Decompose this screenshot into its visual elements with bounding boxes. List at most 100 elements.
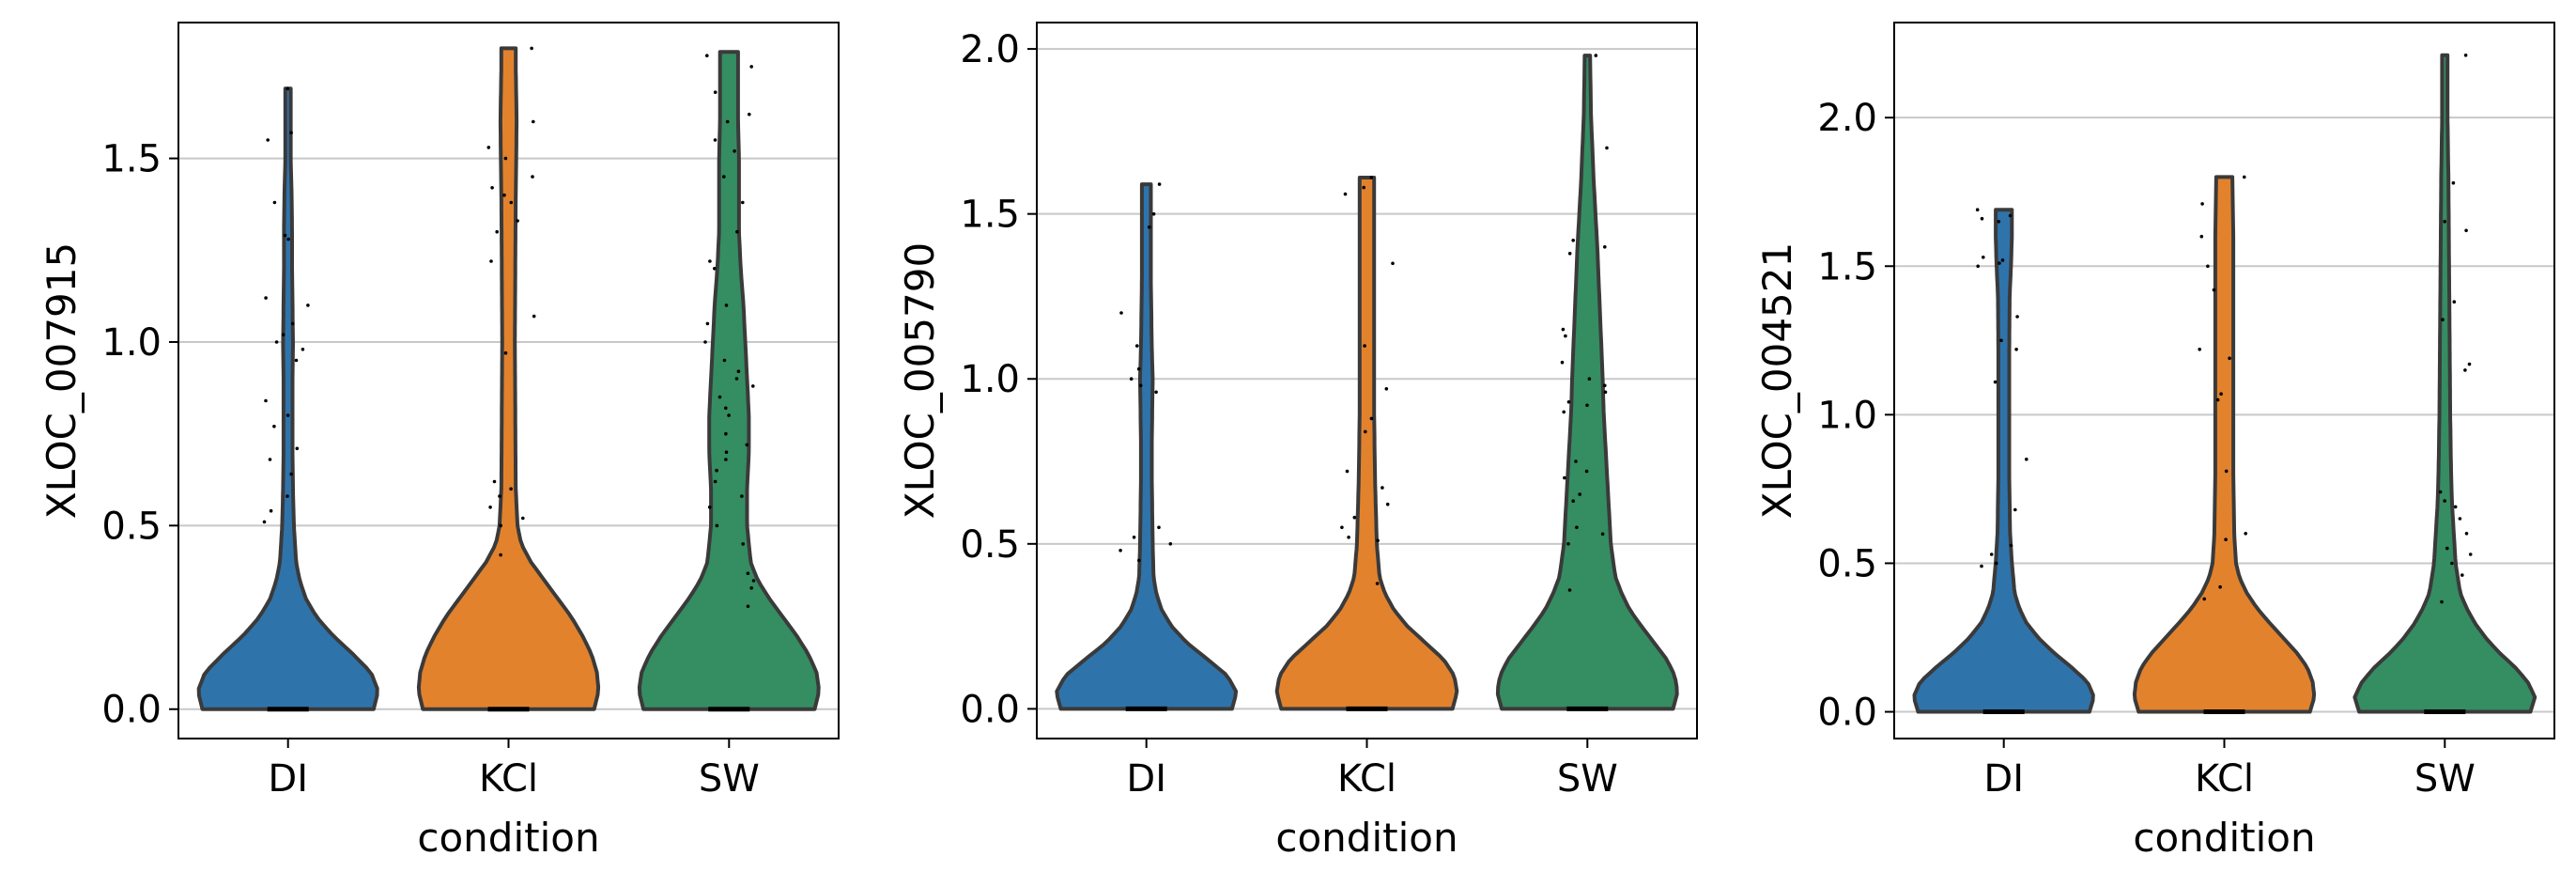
data-point	[285, 413, 290, 417]
y-axis-label: XLOC_007915	[39, 242, 85, 519]
data-point	[521, 516, 525, 521]
data-point	[1605, 146, 1609, 150]
data-point	[531, 175, 534, 179]
data-point	[722, 175, 726, 179]
data-point	[1157, 525, 1161, 530]
y-tick-label: 1.0	[1817, 394, 1877, 437]
data-point	[495, 229, 499, 234]
data-point	[2228, 356, 2231, 361]
data-point	[1571, 499, 1575, 503]
data-point	[1560, 360, 1565, 365]
data-point	[269, 508, 273, 513]
data-point	[1376, 538, 1380, 543]
data-point	[735, 229, 739, 234]
data-point	[1567, 252, 1572, 256]
data-point	[2445, 546, 2449, 551]
data-point	[1136, 366, 1141, 371]
x-tick-label: KCl	[2195, 757, 2254, 801]
violin-DI	[1912, 208, 2095, 714]
data-point	[1587, 377, 1592, 381]
data-point	[1118, 549, 1122, 552]
violin-SW	[637, 50, 821, 711]
x-axis-label: condition	[417, 815, 599, 861]
data-point	[306, 303, 310, 307]
data-point	[1975, 208, 1980, 211]
data-point	[1148, 225, 1151, 229]
data-point	[2463, 368, 2467, 372]
violin-SW	[2352, 53, 2537, 714]
x-tick-label: KCl	[479, 757, 538, 801]
y-tick-label: 0.0	[960, 688, 1020, 731]
y-axis-label: XLOC_004521	[1754, 242, 1800, 519]
data-point	[713, 90, 717, 94]
data-point	[734, 377, 739, 381]
data-point	[736, 369, 741, 374]
data-point	[1603, 390, 1608, 395]
y-tick-label: 1.5	[101, 138, 162, 181]
data-point	[1578, 492, 1581, 496]
data-point	[503, 350, 508, 355]
data-point	[1564, 334, 1567, 338]
data-point	[289, 131, 293, 134]
data-point	[2224, 469, 2229, 474]
data-point	[509, 200, 514, 205]
data-point	[2200, 202, 2204, 206]
data-point	[715, 468, 718, 473]
data-point	[724, 450, 729, 455]
data-point	[274, 340, 279, 344]
data-point	[1998, 261, 2001, 265]
data-point	[2460, 573, 2464, 577]
data-point	[2453, 505, 2458, 509]
data-point	[1137, 558, 1141, 563]
data-point	[286, 237, 290, 241]
data-point	[724, 458, 728, 461]
data-point	[1600, 532, 1605, 537]
x-tick-label: SW	[2414, 757, 2476, 801]
data-point	[713, 138, 717, 142]
data-point	[264, 398, 268, 403]
data-point	[2244, 532, 2247, 536]
data-point	[1567, 588, 1572, 592]
x-tick-label: DI	[1983, 757, 2024, 801]
data-point	[1603, 383, 1607, 388]
data-point	[1362, 185, 1365, 190]
data-point	[1980, 216, 1984, 221]
data-point	[2464, 228, 2468, 233]
data-point	[749, 586, 753, 590]
data-point	[498, 494, 501, 498]
data-point	[1364, 429, 1367, 434]
data-point	[1343, 192, 1348, 196]
y-tick-label: 0.0	[1817, 692, 1877, 735]
data-point	[1138, 383, 1143, 388]
data-point	[2008, 213, 2013, 218]
data-point	[703, 340, 707, 344]
data-point	[708, 259, 712, 263]
data-point	[1132, 536, 1136, 539]
data-point	[1352, 515, 1357, 520]
data-point	[724, 431, 728, 436]
data-point	[1168, 542, 1173, 546]
data-point	[1603, 245, 1607, 249]
data-point	[2468, 552, 2473, 556]
data-point	[751, 384, 755, 388]
data-point	[725, 119, 730, 124]
y-tick-label: 0.0	[101, 689, 162, 732]
data-point	[294, 358, 299, 363]
data-point	[532, 119, 535, 124]
data-point	[705, 321, 710, 326]
x-axis-label: condition	[2133, 815, 2315, 861]
data-point	[1993, 380, 1998, 384]
x-tick-label: DI	[1126, 757, 1166, 801]
data-point	[532, 314, 536, 319]
x-tick-label: KCl	[1337, 757, 1396, 801]
data-point	[2467, 362, 2472, 366]
data-point	[1982, 256, 1985, 259]
data-point	[1375, 582, 1380, 585]
data-point	[489, 259, 493, 263]
data-point	[264, 296, 268, 300]
data-point	[1391, 261, 1395, 266]
data-point	[2441, 318, 2445, 322]
data-point	[2464, 532, 2469, 536]
x-tick-label: SW	[699, 757, 760, 801]
data-point	[705, 54, 709, 57]
